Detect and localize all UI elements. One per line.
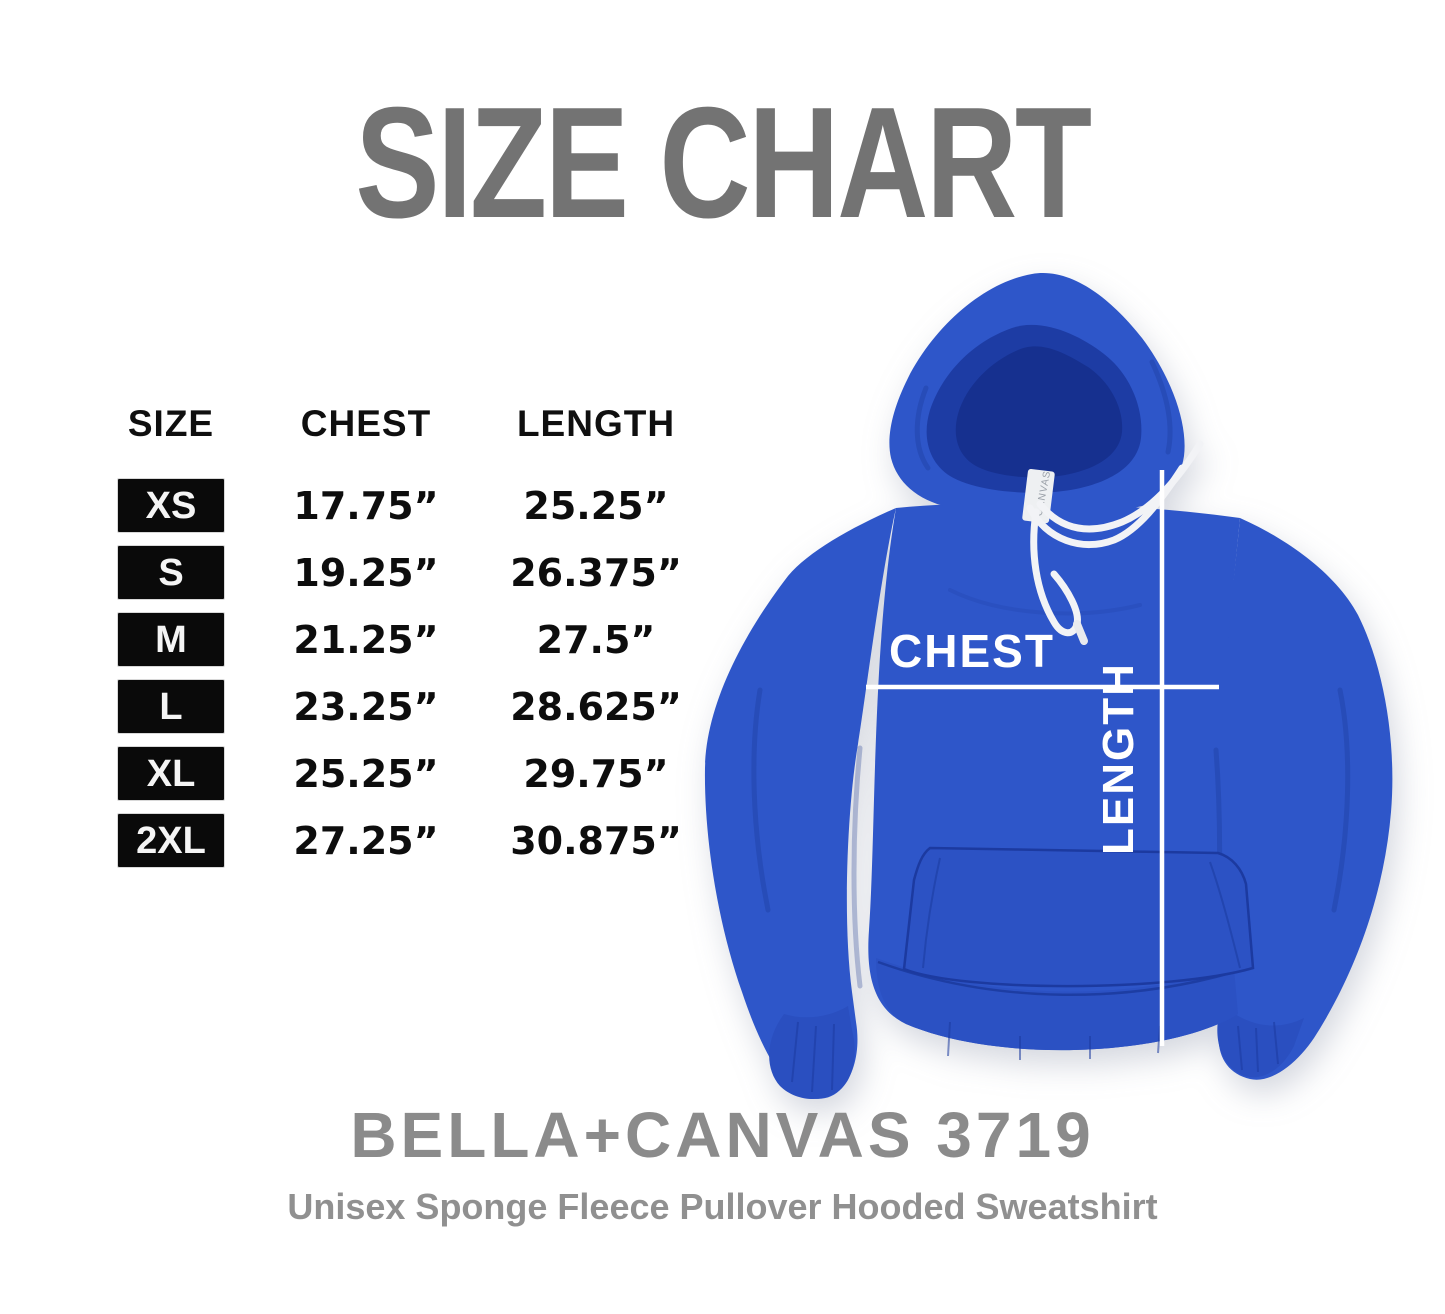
table-row: S 19.25” 26.375” <box>96 539 716 606</box>
chest-value: 21.25” <box>293 617 439 662</box>
table-row: XL 25.25” 29.75” <box>96 740 716 807</box>
column-header-length: LENGTH <box>516 403 676 444</box>
table-row: 2XL 27.25” 30.875” <box>96 807 716 874</box>
chest-value: 23.25” <box>293 684 439 729</box>
table-row: M 21.25” 27.5” <box>96 606 716 673</box>
length-value: 29.75” <box>523 751 669 796</box>
size-badge: 2XL <box>117 813 225 868</box>
size-badge: XL <box>117 746 225 801</box>
length-value: 26.375” <box>510 550 682 595</box>
size-badge: M <box>117 612 225 667</box>
length-value: 28.625” <box>510 684 682 729</box>
column-header-chest: CHEST <box>300 403 432 444</box>
column-header-size: SIZE <box>127 403 215 444</box>
length-value: 25.25” <box>523 483 669 528</box>
chest-value: 25.25” <box>293 751 439 796</box>
size-badge: S <box>117 545 225 600</box>
hoodie-garment: CANVAS CHEST LENGTH <box>704 273 1393 1100</box>
size-badge: L <box>117 679 225 734</box>
chest-measure-label: CHEST <box>889 625 1055 677</box>
size-table: SIZE CHEST LENGTH XS 17.75” 25.25” S 19.… <box>96 400 716 874</box>
size-badge: XS <box>117 478 225 533</box>
measurement-overlay: CHEST LENGTH <box>866 470 1219 1046</box>
product-description: Unisex Sponge Fleece Pullover Hooded Swe… <box>287 1186 1158 1227</box>
table-header-row: SIZE CHEST LENGTH <box>96 400 716 448</box>
length-value: 27.5” <box>536 617 656 662</box>
product-name: BELLA+CANVAS 3719 <box>350 1099 1095 1171</box>
length-value: 30.875” <box>510 818 682 863</box>
table-row: XS 17.75” 25.25” <box>96 472 716 539</box>
length-measure-label: LENGTH <box>1094 662 1143 855</box>
chest-value: 27.25” <box>293 818 439 863</box>
chest-value: 17.75” <box>293 483 439 528</box>
hoodie-photo: CANVAS CHEST LENGTH <box>700 270 1445 1105</box>
page-title: SIZE CHART <box>355 75 1092 251</box>
table-row: L 23.25” 28.625” <box>96 673 716 740</box>
chest-value: 19.25” <box>293 550 439 595</box>
